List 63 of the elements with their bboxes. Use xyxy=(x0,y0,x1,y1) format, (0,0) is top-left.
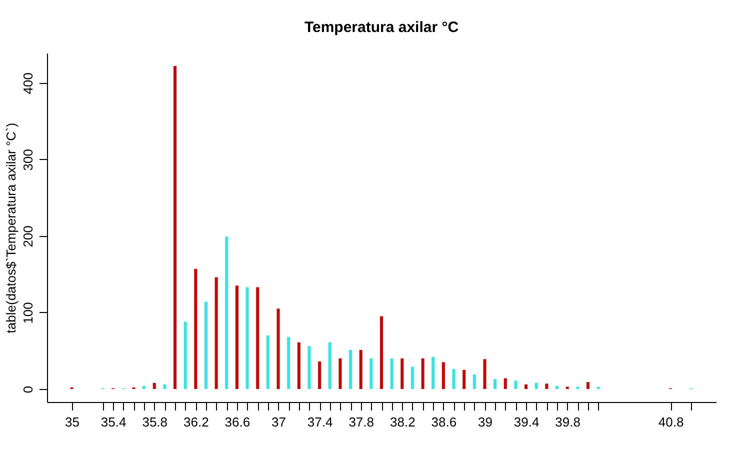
bar xyxy=(380,316,383,389)
bar xyxy=(328,342,332,389)
bar xyxy=(472,374,476,389)
bar xyxy=(359,350,362,389)
x-tick-label: 39.4 xyxy=(514,414,540,430)
y-axis-title: table(datos$`Temperatura axilar °C`) xyxy=(4,122,18,334)
chart-title: Temperatura axilar °C xyxy=(304,19,459,36)
x-tick-label: 38.6 xyxy=(431,414,457,430)
bar xyxy=(287,336,290,389)
bar xyxy=(370,358,373,389)
bar xyxy=(452,369,456,389)
bar xyxy=(586,382,590,389)
bar xyxy=(421,358,424,389)
y-tick-label: 100 xyxy=(20,302,36,324)
bar xyxy=(308,346,311,389)
x-tick-label: 38.2 xyxy=(390,414,416,430)
bar xyxy=(214,277,218,389)
bar xyxy=(400,358,404,389)
x-tick-label: 36.2 xyxy=(184,414,209,430)
x-tick-label: 35 xyxy=(65,414,80,430)
bar xyxy=(432,356,435,389)
x-tick-label: 36.6 xyxy=(224,414,250,430)
y-tick-label: 0 xyxy=(20,386,36,394)
y-tick-label: 300 xyxy=(20,149,36,171)
bar xyxy=(524,384,528,389)
x-tick-label: 39.8 xyxy=(555,414,580,430)
x-tick-label: 37.8 xyxy=(348,414,374,430)
bar xyxy=(545,384,548,389)
bar xyxy=(297,342,300,389)
bar xyxy=(174,66,177,389)
bar xyxy=(462,370,466,389)
x-tick-label: 35.4 xyxy=(100,414,126,430)
bar xyxy=(163,384,166,389)
bar xyxy=(442,362,445,389)
bar xyxy=(556,386,559,389)
bar xyxy=(504,378,507,389)
bar xyxy=(276,308,280,389)
bar xyxy=(246,287,249,389)
bar xyxy=(349,350,352,389)
bar xyxy=(152,382,156,389)
bar xyxy=(494,379,497,389)
bar xyxy=(390,358,394,389)
bar xyxy=(256,287,260,389)
bar xyxy=(194,268,198,389)
bar xyxy=(338,358,342,389)
bar xyxy=(483,359,486,389)
bar xyxy=(204,302,208,389)
y-tick-label: 200 xyxy=(20,226,36,248)
x-tick-label: 37.4 xyxy=(307,414,333,430)
y-tick-label: 400 xyxy=(20,72,36,94)
bar xyxy=(514,380,518,389)
x-tick-label: 37 xyxy=(272,414,286,430)
x-tick-label: 39 xyxy=(478,414,492,430)
bar xyxy=(235,286,238,389)
bar xyxy=(266,335,270,389)
bar xyxy=(225,236,228,389)
bar xyxy=(184,322,187,389)
x-tick-label: 35.8 xyxy=(142,414,168,430)
bar xyxy=(534,382,538,389)
bar xyxy=(410,366,414,389)
bar xyxy=(142,386,146,389)
bar xyxy=(318,361,322,389)
x-tick-label: 40.8 xyxy=(658,414,684,430)
